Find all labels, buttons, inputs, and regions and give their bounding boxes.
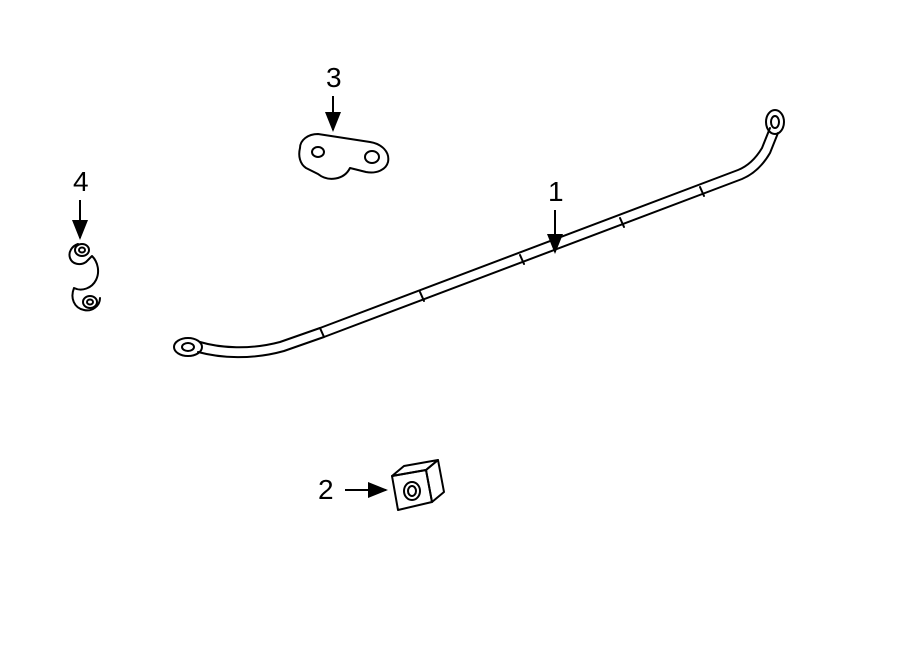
part-bracket bbox=[299, 134, 388, 179]
callout-label-4: 4 bbox=[73, 166, 89, 198]
part-stabilizer-bar bbox=[174, 110, 784, 357]
parts-diagram-svg bbox=[0, 0, 900, 661]
part-bushing bbox=[392, 460, 444, 510]
callout-label-3: 3 bbox=[326, 62, 342, 94]
part-link bbox=[69, 244, 100, 310]
diagram-stage: 1 2 3 4 bbox=[0, 0, 900, 661]
callout-label-1: 1 bbox=[548, 176, 564, 208]
callout-label-2: 2 bbox=[318, 474, 334, 506]
callout-arrows bbox=[80, 96, 555, 490]
